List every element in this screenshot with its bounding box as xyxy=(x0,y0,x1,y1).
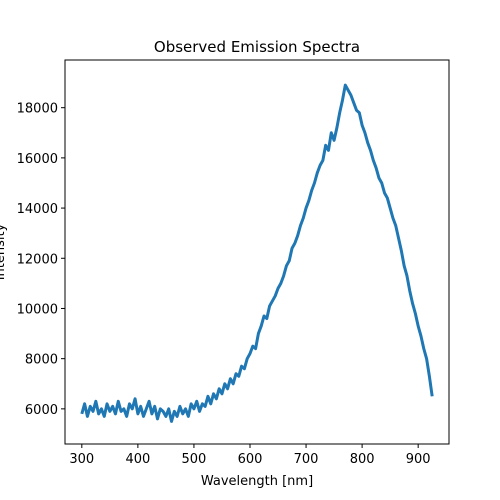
x-tick-label: 900 xyxy=(406,452,431,467)
x-axis-label: Wavelength [nm] xyxy=(201,474,313,489)
y-tick-label: 14000 xyxy=(17,202,58,217)
x-tick-label: 800 xyxy=(350,452,375,467)
x-tick-label: 700 xyxy=(294,452,319,467)
y-tick-label: 12000 xyxy=(17,252,58,267)
spectrum-line xyxy=(80,83,434,423)
y-tick-label: 16000 xyxy=(17,152,58,167)
plot-frame xyxy=(64,59,450,445)
y-tick-label: 10000 xyxy=(17,302,58,317)
x-tick-label: 300 xyxy=(69,452,94,467)
y-tick-label: 18000 xyxy=(17,102,58,117)
x-tick-label: 500 xyxy=(182,452,207,467)
chart-title: Observed Emission Spectra xyxy=(154,38,360,56)
y-tick-label: 6000 xyxy=(25,403,58,418)
y-tick-label: 8000 xyxy=(25,353,58,368)
x-tick-label: 600 xyxy=(238,452,263,467)
y-axis-label: Intensity xyxy=(0,223,8,280)
x-tick-label: 400 xyxy=(125,452,150,467)
